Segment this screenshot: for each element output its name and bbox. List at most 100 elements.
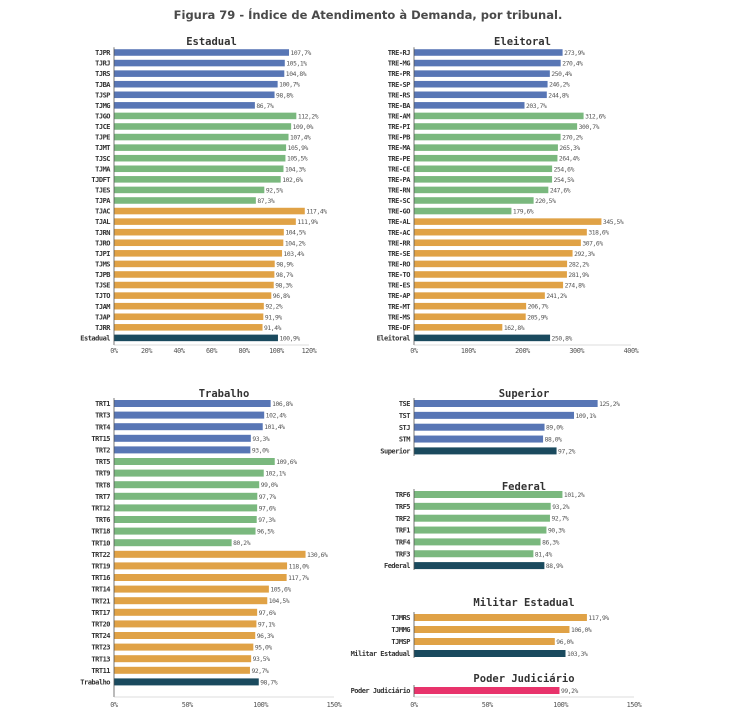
value-label-tre-ce: 254,6% — [554, 166, 575, 173]
bar-tjms — [114, 260, 275, 268]
x-tick-estadual-5: 100% — [269, 347, 284, 355]
bar-tjpr — [114, 49, 290, 56]
category-label-tjsp: TJSP — [95, 91, 110, 99]
value-label-tre-to: 281,9% — [568, 272, 589, 279]
category-label-superior: Superior — [380, 448, 410, 456]
bar-tjma — [114, 165, 284, 173]
category-label-militar-estadual: Militar Estadual — [351, 650, 411, 658]
value-label-tjsc: 105,5% — [287, 156, 308, 163]
bar-tre-ma — [414, 144, 558, 151]
bar-trt19 — [114, 562, 288, 570]
x-tick-eleitoral-3: 300% — [569, 347, 584, 355]
bar-tre-ac — [414, 228, 587, 236]
value-label-trt1: 106,8% — [272, 401, 293, 408]
category-label-trf6: TRF6 — [395, 491, 410, 499]
category-label-tre-df: TRE-DF — [388, 324, 411, 332]
bar-trt8 — [114, 481, 260, 489]
x-tick-eleitoral-4: 400% — [624, 347, 639, 355]
bar-tre-sp — [414, 80, 548, 88]
value-label-trt7: 97,7% — [259, 494, 277, 501]
category-label-trt15: TRT15 — [91, 435, 110, 443]
bar-tjpe — [114, 133, 289, 141]
bar-tjmg — [114, 102, 255, 109]
bar-tjro — [114, 239, 284, 247]
bar-tjpb — [114, 271, 275, 278]
bar-trt18 — [114, 527, 256, 535]
value-label-tjto: 96,8% — [273, 293, 291, 300]
category-label-tjma: TJMA — [95, 165, 111, 173]
value-label-trf3: 81,4% — [535, 551, 553, 558]
chart-title-federal: Federal — [502, 481, 546, 493]
category-label-tse: TSE — [399, 400, 410, 408]
category-label-stj: STJ — [399, 424, 410, 432]
category-label-trf5: TRF5 — [395, 503, 410, 511]
category-label-tre-sc: TRE-SC — [388, 197, 411, 205]
bar-trt9 — [114, 469, 264, 477]
category-label-tre-pr: TRE-PR — [388, 70, 412, 78]
value-label-poder-judiciario: 99,2% — [561, 688, 579, 695]
x-tick-estadual-1: 20% — [141, 347, 152, 355]
bar-tjmsp — [414, 638, 555, 645]
bar-trf6 — [414, 491, 563, 498]
value-label-trt11: 92,7% — [251, 668, 269, 675]
category-label-tjpa: TJPA — [95, 197, 111, 205]
category-label-trt21: TRT21 — [91, 597, 110, 605]
x-tick-poder-judiciario-2: 100% — [553, 701, 568, 709]
bar-trt24 — [114, 632, 256, 639]
category-label-tre-ro: TRE-RO — [388, 261, 411, 269]
bar-tjpi — [114, 250, 283, 257]
bar-tjdft — [114, 176, 281, 183]
bar-tre-ro — [414, 260, 568, 268]
category-label-tjdft: TJDFT — [91, 176, 110, 184]
value-label-tjmsp: 96,0% — [556, 639, 574, 646]
value-label-tjrs: 104,8% — [286, 71, 307, 78]
value-label-trf2: 92,7% — [551, 516, 569, 523]
category-label-trt24: TRT24 — [91, 632, 110, 640]
bar-trt15 — [114, 434, 251, 442]
bar-tst — [414, 411, 575, 419]
x-tick-estadual-4: 80% — [238, 347, 249, 355]
value-label-trf4: 86,3% — [542, 539, 560, 546]
value-label-tre-ac: 318,6% — [588, 230, 609, 237]
value-label-tjmmg: 106,0% — [571, 627, 592, 634]
category-label-tjac: TJAC — [95, 208, 110, 216]
value-label-trt3: 102,4% — [266, 413, 287, 420]
category-label-trt13: TRT13 — [91, 655, 110, 663]
category-label-tre-am: TRE-AM — [388, 113, 411, 121]
value-label-trf5: 93,2% — [552, 504, 570, 511]
category-label-trt8: TRT8 — [95, 481, 110, 489]
category-label-tjgo: TJGO — [95, 113, 110, 121]
bar-tjsp — [114, 91, 275, 99]
bar-trabalho — [114, 678, 259, 686]
value-label-trt13: 93,5% — [253, 656, 271, 663]
value-label-tjro: 104,2% — [285, 240, 306, 247]
bar-tre-pr — [414, 70, 550, 77]
value-label-tre-ap: 241,2% — [546, 293, 567, 300]
bar-tre-al — [414, 218, 602, 225]
bar-tjal — [114, 218, 296, 225]
bar-tre-rj — [414, 49, 563, 56]
category-label-tjmmg: TJMMG — [391, 626, 410, 634]
value-label-tre-rr: 307,6% — [582, 240, 603, 247]
category-label-tjpe: TJPE — [95, 134, 110, 142]
bar-tjes — [114, 186, 265, 194]
value-label-stm: 88,0% — [545, 437, 563, 444]
category-label-tjpi: TJPI — [95, 250, 110, 258]
value-label-tre-pe: 264,4% — [559, 156, 580, 163]
category-label-tjmsp: TJMSP — [391, 638, 410, 646]
value-label-tjpe: 107,4% — [290, 135, 311, 142]
category-label-tre-ce: TRE-CE — [388, 165, 411, 173]
category-label-trt4: TRT4 — [95, 423, 110, 431]
bar-tre-to — [414, 271, 567, 278]
category-label-trt11: TRT11 — [91, 667, 110, 675]
category-label-trt10: TRT10 — [91, 539, 110, 547]
category-label-tre-rs: TRE-RS — [388, 91, 411, 99]
bar-trf4 — [414, 538, 541, 546]
value-label-tre-df: 162,8% — [504, 325, 525, 332]
category-label-tjms: TJMS — [95, 261, 110, 269]
category-label-trf2: TRF2 — [395, 515, 410, 523]
category-label-tre-sp: TRE-SP — [388, 81, 411, 89]
value-label-tjpr: 107,7% — [291, 50, 312, 57]
x-tick-trabalho-2: 100% — [253, 701, 268, 709]
